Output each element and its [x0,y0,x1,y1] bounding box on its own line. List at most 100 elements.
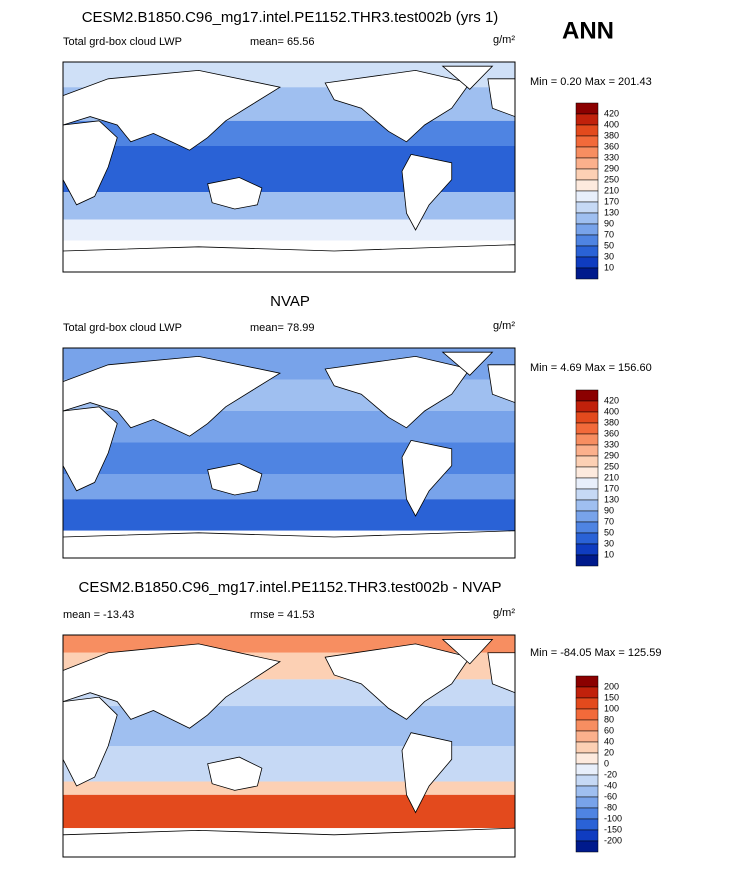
map-frame [62,347,516,559]
colorbar-label: 210 [604,185,619,195]
colorbar-label: 130 [604,494,619,504]
colorbar-box [575,245,599,258]
colorbar-label: -150 [604,824,622,834]
colorbar-label: 10 [604,262,614,272]
colorbar-label: -200 [604,835,622,845]
land [62,643,281,729]
colorbar-box [575,190,599,203]
colorbar-label: 360 [604,428,619,438]
stat-label: mean= 78.99 [250,322,315,334]
map-frame [62,634,516,858]
colorbar-box [575,774,599,787]
panel-title: CESM2.B1850.C96_mg17.intel.PE1152.THR3.t… [78,579,501,596]
colorbar-box [575,444,599,457]
colorbar-label: 420 [604,395,619,405]
land [62,355,282,437]
colorbar-label: 210 [604,472,619,482]
colorbar-box [575,752,599,765]
colorbar-box [575,829,599,842]
colorbar-box [575,818,599,831]
colorbar-box [575,730,599,743]
colorbar-box [575,157,599,170]
ocean-band [63,219,515,241]
land [441,639,494,665]
colorbar-label: -100 [604,813,622,823]
left-label: Total grd-box cloud LWP [63,322,182,334]
colorbar-label: 400 [604,119,619,129]
ocean-band [63,794,515,829]
colorbar-box [575,719,599,732]
colorbar-label: 30 [604,538,614,548]
ocean-band [63,499,515,531]
season-label: ANN [562,17,614,44]
colorbar-box [575,234,599,247]
colorbar-box [575,521,599,534]
colorbar-label: 10 [604,549,614,559]
colorbar-box [575,686,599,699]
stat-label: mean= 65.56 [250,36,315,48]
colorbar-label: 360 [604,141,619,151]
land [401,439,453,517]
colorbar-label: 290 [604,163,619,173]
colorbar-box [575,135,599,148]
land [324,643,471,720]
colorbar-box [575,741,599,754]
land [62,120,118,206]
colorbar-label: 50 [604,527,614,537]
units: g/m² [493,607,515,619]
colorbar-box [575,400,599,413]
range-label: Min = -84.05 Max = 125.59 [530,647,661,659]
colorbar-box [575,267,599,280]
colorbar-label: -80 [604,802,617,812]
colorbar-box [575,543,599,556]
colorbar-label: 30 [604,251,614,261]
colorbar-box [575,488,599,501]
land [401,732,453,814]
colorbar-box [575,433,599,446]
colorbar-box [575,532,599,545]
colorbar-box [575,201,599,214]
colorbar-label: 40 [604,736,614,746]
colorbar-label: 80 [604,714,614,724]
land [207,756,263,791]
colorbar-label: 90 [604,218,614,228]
units: g/m² [493,34,515,46]
colorbar-box [575,697,599,710]
colorbar-box [575,785,599,798]
panel-title: CESM2.B1850.C96_mg17.intel.PE1152.THR3.t… [82,9,499,26]
land [401,153,453,231]
colorbar-label: 290 [604,450,619,460]
colorbar-box [575,102,599,115]
colorbar-box [575,212,599,225]
colorbar-label: 70 [604,229,614,239]
colorbar-label: -60 [604,791,617,801]
colorbar-box [575,113,599,126]
units: g/m² [493,320,515,332]
colorbar-box [575,466,599,479]
map [62,61,516,273]
panel-title: NVAP [270,293,310,310]
land [441,351,494,376]
colorbar-label: 150 [604,692,619,702]
land [207,177,263,210]
land [324,355,471,429]
land [62,406,118,492]
colorbar-label: 380 [604,417,619,427]
land [62,696,118,787]
colorbar-label: 330 [604,152,619,162]
colorbar-box [575,840,599,853]
colorbar-label: 50 [604,240,614,250]
colorbar-box [575,477,599,490]
colorbar-label: 100 [604,703,619,713]
map-frame [62,61,516,273]
map [62,634,516,858]
colorbar-label: 90 [604,505,614,515]
colorbar-label: 380 [604,130,619,140]
colorbar-box [575,499,599,512]
colorbar-box [575,411,599,424]
ocean-band [63,474,515,500]
colorbar-label: 170 [604,196,619,206]
stat-label: rmse = 41.53 [250,609,315,621]
colorbar-box [575,179,599,192]
